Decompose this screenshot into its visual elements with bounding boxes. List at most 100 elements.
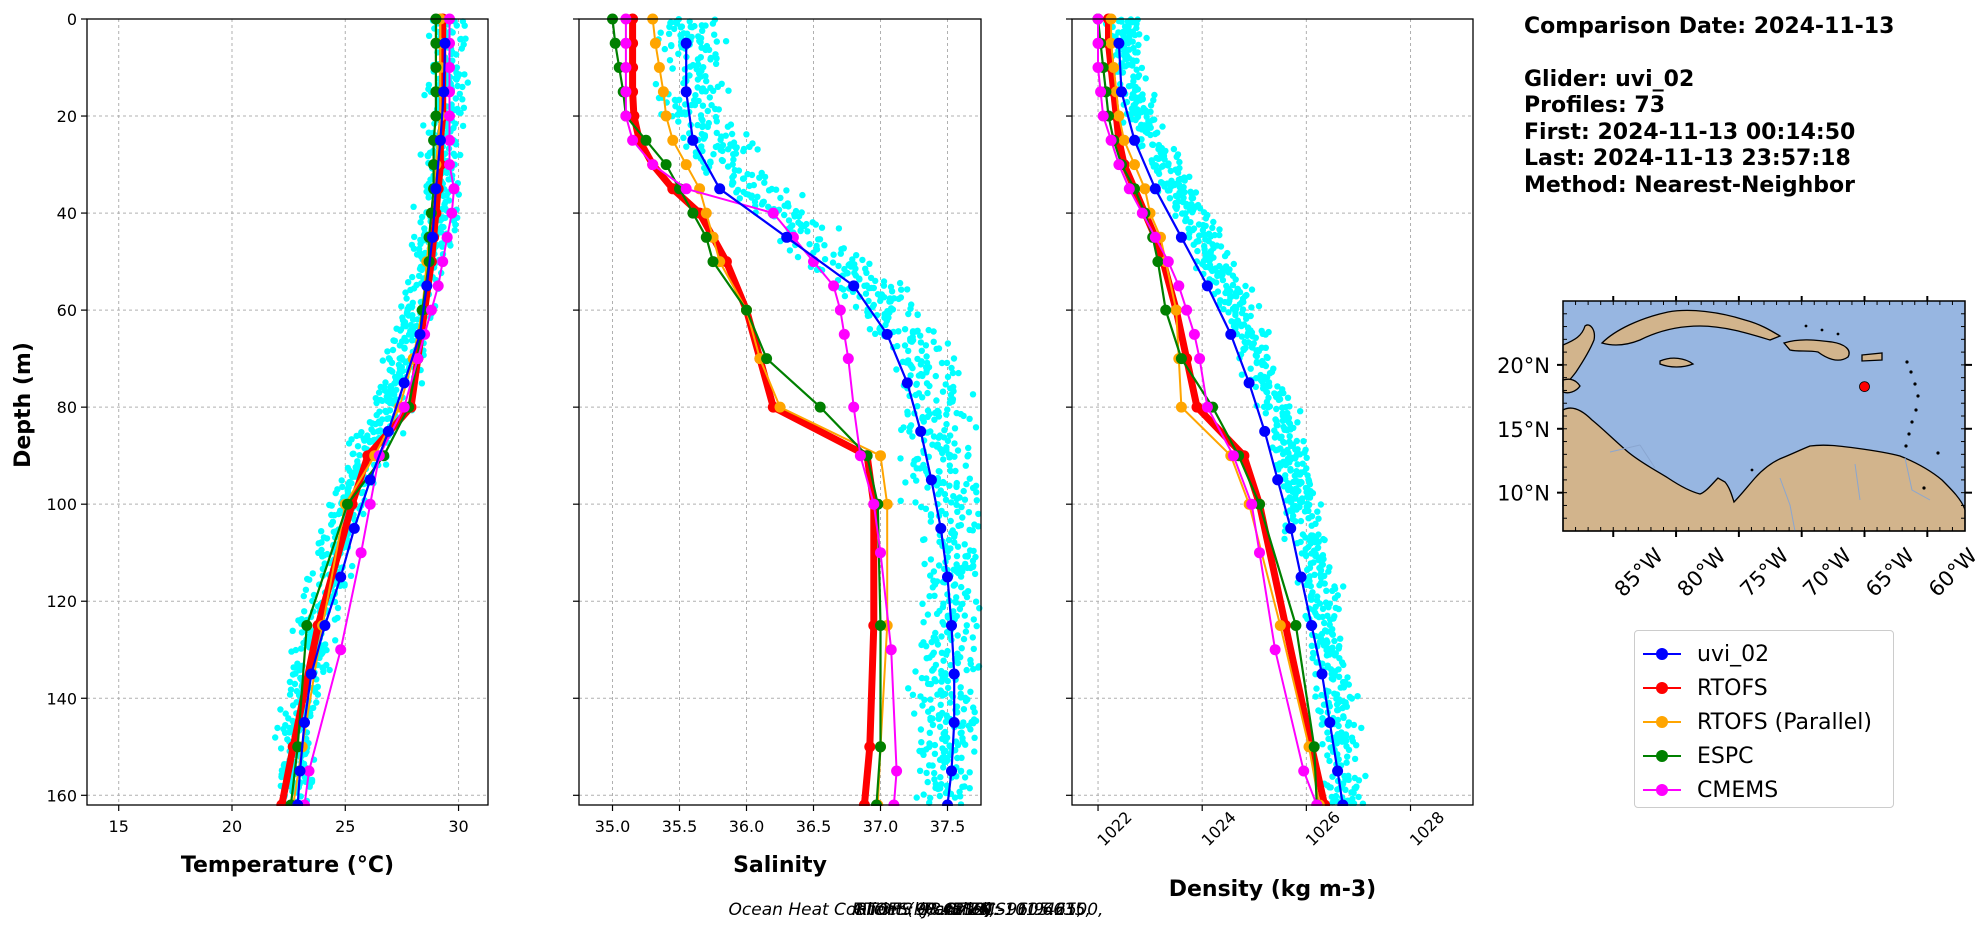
- glider-profile-point: [1340, 583, 1347, 590]
- glider-profile-point: [1331, 690, 1338, 697]
- glider-profile-point: [1207, 255, 1214, 263]
- glider-profile-point: [301, 608, 308, 615]
- glider-profile-point: [922, 342, 930, 349]
- glider-profile-point: [821, 242, 828, 249]
- series-point: [667, 134, 679, 146]
- glider-profile-point: [943, 421, 950, 428]
- glider-profile-point: [924, 778, 931, 786]
- glider-profile-point: [931, 750, 939, 757]
- glider-profile-point: [1340, 684, 1348, 691]
- glider-profile-point: [272, 734, 279, 741]
- glider-profile-point: [940, 621, 948, 628]
- glider-profile-point: [1223, 282, 1230, 290]
- series-uvi-02: [1113, 37, 1349, 811]
- glider-profile-point: [1252, 334, 1260, 341]
- glider-profile-point: [1167, 167, 1175, 175]
- glider-profile-point: [940, 657, 947, 664]
- glider-profile-point: [1209, 241, 1216, 248]
- glider-profile-point: [1344, 674, 1351, 681]
- glider-profile-point: [1166, 187, 1173, 194]
- glider-profile-point: [905, 685, 912, 692]
- glider-profile-point: [1228, 318, 1235, 325]
- glider-profile-point: [1317, 501, 1325, 508]
- legend-label: uvi_02: [1697, 641, 1770, 667]
- glider-profile-point: [1121, 53, 1129, 60]
- glider-profile-point: [947, 396, 954, 404]
- glider-profile-point: [917, 339, 925, 346]
- series-point: [609, 37, 621, 49]
- glider-profile-point: [970, 704, 977, 711]
- y-tick-label: 40: [57, 204, 77, 223]
- glider-profile-point: [932, 372, 939, 380]
- glider-profile-point: [1348, 695, 1356, 702]
- glider-profile-point: [838, 246, 845, 253]
- glider-profile-point: [1194, 247, 1201, 255]
- comparison-date: Comparison Date: 2024-11-13: [1524, 14, 1895, 39]
- glider-profile-point: [1275, 446, 1282, 453]
- map-lat-label: 10°N: [1497, 482, 1550, 506]
- glider-profile-point: [919, 394, 926, 401]
- glider-profile-point: [971, 748, 978, 755]
- glider-profile-point: [1291, 486, 1298, 493]
- glider-profile-point: [366, 438, 373, 446]
- plot-bottom-mask: [574, 806, 986, 816]
- glider-profile-point: [1301, 508, 1309, 515]
- glider-profile-point: [759, 199, 767, 206]
- series-point: [647, 159, 659, 171]
- glider-profile-point: [756, 174, 763, 181]
- glider-profile-point: [1326, 600, 1334, 607]
- glider-profile-point: [952, 738, 960, 745]
- glider-profile-point: [909, 433, 916, 440]
- glider-profile-point: [1133, 57, 1140, 64]
- glider-profile-point: [1266, 403, 1274, 410]
- glider-profile-point: [946, 482, 953, 489]
- glider-profile-point: [1312, 693, 1319, 700]
- glider-profile-point: [410, 245, 418, 252]
- glider-profile-point: [1168, 177, 1175, 184]
- glider-profile-point: [1315, 555, 1322, 562]
- glider-profile-point: [1338, 729, 1345, 736]
- glider-profile-point: [1343, 703, 1351, 710]
- glider-profile-point: [1190, 241, 1197, 248]
- glider-profile-point: [905, 310, 912, 318]
- series-point: [1324, 717, 1336, 728]
- glider-profile-point: [681, 109, 688, 116]
- series-point: [774, 401, 786, 413]
- glider-profile-point: [1219, 271, 1226, 278]
- glider-profile-point: [1324, 752, 1331, 759]
- glider-profile-point: [1335, 706, 1342, 713]
- glider-profile-point: [718, 80, 725, 88]
- glider-profile-point: [1344, 753, 1351, 760]
- glider-profile-point: [300, 760, 308, 767]
- glider-profile-cloud: [652, 16, 983, 808]
- series-point: [364, 474, 376, 486]
- glider-profile-point: [934, 641, 942, 648]
- glider-profile-point: [384, 415, 391, 423]
- glider-profile-point: [676, 109, 683, 116]
- glider-profile-point: [761, 179, 768, 186]
- map-islands: [1750, 324, 1940, 490]
- legend-swatch: [1643, 715, 1681, 729]
- series-point: [412, 353, 424, 365]
- glider-profile-point: [843, 270, 850, 277]
- glider-profile-point: [1155, 141, 1163, 149]
- glider-profile-point: [345, 484, 352, 491]
- glider-profile-point: [297, 645, 305, 652]
- series-point: [1175, 401, 1187, 413]
- glider-profile-point: [1310, 606, 1317, 614]
- series-point: [680, 86, 692, 98]
- series-point: [680, 183, 692, 195]
- glider-profile-point: [1130, 73, 1137, 80]
- glider-profile-point: [1132, 83, 1139, 91]
- glider-profile-point: [1138, 64, 1146, 72]
- glider-profile-point: [940, 456, 947, 463]
- glider-profile-point: [920, 619, 927, 626]
- glider-profile-point: [1314, 508, 1321, 515]
- series-point: [441, 231, 453, 243]
- glider-profile-point: [1309, 654, 1316, 662]
- glider-profile-point: [865, 297, 872, 305]
- glider-profile-point: [925, 326, 932, 334]
- glider-profile-point: [914, 311, 921, 318]
- glider-profile-point: [710, 87, 717, 95]
- glider-profile-point: [1304, 566, 1311, 573]
